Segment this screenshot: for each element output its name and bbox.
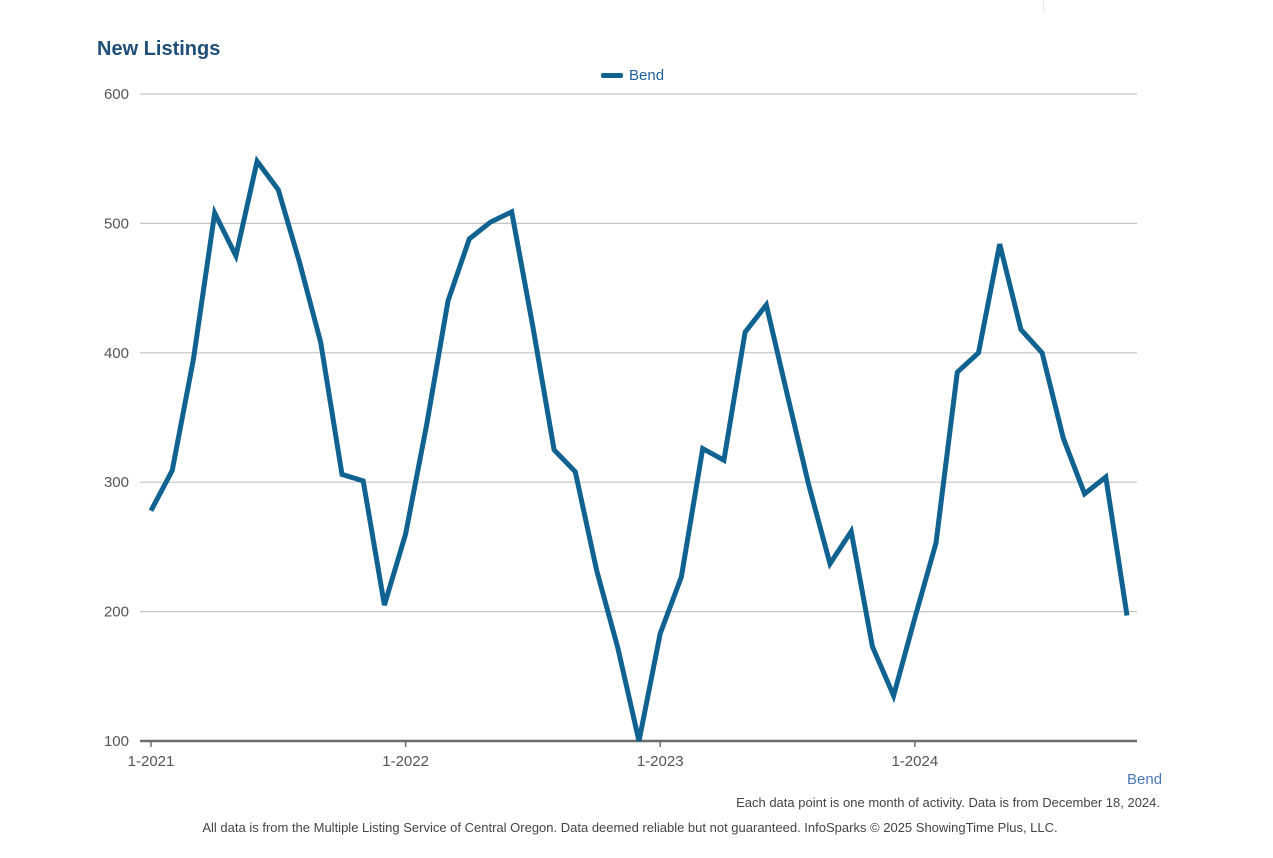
data-point — [934, 541, 939, 546]
y-tick-label: 200 — [104, 604, 129, 621]
data-point — [679, 574, 684, 579]
data-point — [488, 220, 493, 225]
data-point — [976, 350, 981, 355]
data-point — [403, 531, 408, 536]
data-point — [318, 340, 323, 345]
x-tick-label: 1-2021 — [128, 753, 175, 770]
legend-swatch-bend — [601, 73, 623, 78]
y-tick-label: 100 — [104, 733, 129, 750]
data-point — [382, 603, 387, 608]
data-point — [700, 446, 705, 451]
data-footnote: Each data point is one month of activity… — [736, 795, 1160, 810]
data-point — [339, 472, 344, 477]
data-point — [870, 644, 875, 649]
data-point — [170, 468, 175, 473]
data-point — [1040, 350, 1045, 355]
x-tick-label: 1-2022 — [382, 753, 429, 770]
legend: Bend — [601, 67, 664, 84]
series-corner-label: Bend — [1127, 771, 1163, 788]
data-point — [806, 482, 811, 487]
data-point — [658, 631, 663, 636]
y-tick-label: 300 — [104, 474, 129, 491]
data-point — [1061, 436, 1066, 441]
data-point — [509, 209, 514, 214]
data-point — [212, 211, 217, 216]
chart-title: New Listings — [97, 38, 221, 60]
data-point — [1103, 475, 1108, 480]
data-point — [1125, 613, 1130, 618]
y-tick-label: 400 — [104, 345, 129, 362]
x-tick-label: 1-2024 — [891, 753, 938, 770]
data-disclaimer: All data is from the Multiple Listing Se… — [202, 820, 1058, 835]
data-point — [955, 370, 960, 375]
data-point — [785, 393, 790, 398]
data-point — [637, 739, 642, 744]
data-point — [255, 159, 260, 164]
data-point — [849, 529, 854, 534]
data-point — [573, 469, 578, 474]
data-point — [424, 421, 429, 426]
legend-label-bend: Bend — [629, 67, 665, 84]
data-point — [743, 330, 748, 335]
y-tick-label: 600 — [104, 86, 129, 103]
data-point — [530, 324, 535, 329]
data-point — [297, 260, 302, 265]
data-point — [997, 242, 1002, 247]
data-point — [827, 561, 832, 566]
data-point — [1018, 327, 1023, 332]
data-point — [446, 299, 451, 304]
data-point — [764, 302, 769, 307]
data-point — [233, 253, 238, 258]
data-point — [721, 458, 726, 463]
data-point — [149, 508, 154, 513]
data-point — [276, 187, 281, 192]
data-point — [594, 568, 599, 573]
data-point — [1082, 491, 1087, 496]
y-tick-label: 500 — [104, 215, 129, 232]
data-point — [467, 236, 472, 241]
x-tick-label: 1-2023 — [637, 753, 684, 770]
data-point — [615, 645, 620, 650]
top-divider-mark — [1043, 0, 1044, 12]
data-point — [552, 447, 557, 452]
data-point — [891, 693, 896, 698]
data-point — [361, 478, 366, 483]
data-point — [191, 357, 196, 362]
data-point — [912, 616, 917, 621]
series-line-bend — [148, 155, 1130, 742]
